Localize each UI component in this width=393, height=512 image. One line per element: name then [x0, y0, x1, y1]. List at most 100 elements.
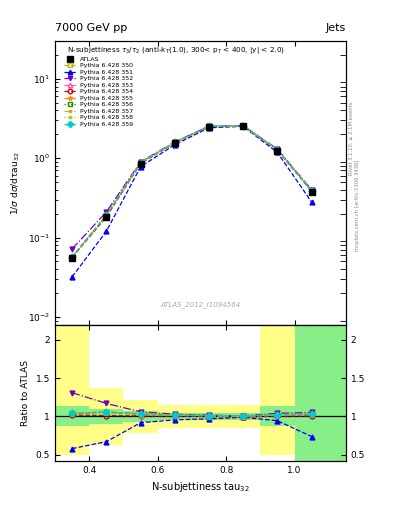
Pythia 6.428 358: [138, 160, 143, 166]
Pythia 6.428 353: [241, 123, 246, 129]
Pythia 6.428 352: [70, 246, 75, 252]
Line: Pythia 6.428 351: Pythia 6.428 351: [70, 124, 314, 279]
Pythia 6.428 351: [138, 164, 143, 170]
Pythia 6.428 354: [104, 214, 109, 220]
Pythia 6.428 350: [207, 123, 211, 130]
Pythia 6.428 357: [275, 146, 280, 153]
Pythia 6.428 354: [241, 123, 246, 129]
Pythia 6.428 352: [309, 187, 314, 193]
Pythia 6.428 359: [275, 146, 280, 153]
Pythia 6.428 359: [173, 139, 177, 145]
Pythia 6.428 351: [275, 150, 280, 156]
Text: Jets: Jets: [325, 23, 346, 33]
Pythia 6.428 353: [275, 147, 280, 153]
Pythia 6.428 351: [70, 274, 75, 280]
Pythia 6.428 357: [207, 123, 211, 130]
Pythia 6.428 355: [70, 254, 75, 260]
Pythia 6.428 358: [173, 139, 177, 145]
Pythia 6.428 350: [241, 123, 246, 129]
Pythia 6.428 356: [275, 146, 280, 153]
Y-axis label: Ratio to ATLAS: Ratio to ATLAS: [21, 360, 30, 425]
ATLAS: [241, 123, 246, 129]
Line: Pythia 6.428 356: Pythia 6.428 356: [70, 123, 314, 260]
Text: mcplots.cern.ch [arXiv:1306.3436]: mcplots.cern.ch [arXiv:1306.3436]: [355, 159, 360, 250]
X-axis label: N-subjettiness tau$_{32}$: N-subjettiness tau$_{32}$: [151, 480, 250, 494]
Pythia 6.428 355: [104, 212, 109, 219]
Pythia 6.428 356: [70, 254, 75, 260]
Pythia 6.428 355: [275, 147, 280, 153]
Pythia 6.428 354: [309, 188, 314, 195]
Line: Pythia 6.428 357: Pythia 6.428 357: [70, 123, 314, 260]
ATLAS: [138, 161, 143, 167]
Pythia 6.428 355: [309, 187, 314, 194]
Pythia 6.428 357: [309, 187, 314, 194]
Pythia 6.428 357: [241, 123, 246, 129]
Pythia 6.428 352: [104, 209, 109, 215]
Text: ATLAS_2012_I1094564: ATLAS_2012_I1094564: [160, 301, 241, 308]
Pythia 6.428 358: [207, 123, 211, 129]
Pythia 6.428 354: [70, 254, 75, 261]
Pythia 6.428 351: [309, 199, 314, 205]
Pythia 6.428 351: [241, 123, 246, 130]
Line: Pythia 6.428 354: Pythia 6.428 354: [70, 124, 314, 260]
Line: Pythia 6.428 352: Pythia 6.428 352: [70, 123, 314, 251]
Pythia 6.428 350: [275, 146, 280, 153]
Pythia 6.428 356: [207, 123, 211, 129]
ATLAS: [275, 147, 280, 154]
Pythia 6.428 359: [241, 123, 246, 129]
Line: Pythia 6.428 355: Pythia 6.428 355: [69, 122, 315, 261]
Pythia 6.428 353: [70, 254, 75, 260]
Pythia 6.428 353: [138, 160, 143, 166]
Pythia 6.428 354: [138, 161, 143, 167]
Pythia 6.428 352: [207, 123, 211, 129]
Y-axis label: 1/$\sigma$ d$\sigma$/d$\mathregular{\tau}$au$_{32}$: 1/$\sigma$ d$\sigma$/d$\mathregular{\tau…: [10, 151, 22, 215]
Pythia 6.428 351: [104, 228, 109, 234]
Pythia 6.428 356: [309, 187, 314, 194]
ATLAS: [70, 255, 75, 261]
Pythia 6.428 353: [309, 188, 314, 194]
ATLAS: [104, 214, 109, 220]
ATLAS: [207, 123, 211, 130]
Pythia 6.428 350: [104, 212, 109, 219]
Pythia 6.428 359: [207, 123, 211, 129]
Pythia 6.428 353: [104, 212, 109, 219]
Pythia 6.428 352: [241, 122, 246, 129]
Text: N-subjettiness $\tau_3/\tau_2$ (anti-k$_T$(1.0), 300< p$_T$ < 400, |y| < 2.0): N-subjettiness $\tau_3/\tau_2$ (anti-k$_…: [67, 45, 285, 56]
Line: Pythia 6.428 358: Pythia 6.428 358: [70, 123, 314, 260]
Pythia 6.428 357: [173, 139, 177, 145]
Pythia 6.428 355: [207, 123, 211, 130]
Pythia 6.428 357: [70, 254, 75, 260]
Pythia 6.428 359: [309, 187, 314, 194]
Pythia 6.428 353: [207, 123, 211, 130]
Pythia 6.428 358: [275, 146, 280, 153]
ATLAS: [309, 188, 314, 195]
Text: 7000 GeV pp: 7000 GeV pp: [55, 23, 127, 33]
Pythia 6.428 356: [241, 123, 246, 129]
Pythia 6.428 358: [70, 254, 75, 260]
Pythia 6.428 352: [138, 159, 143, 165]
Pythia 6.428 351: [173, 142, 177, 148]
Pythia 6.428 354: [173, 140, 177, 146]
Pythia 6.428 354: [275, 147, 280, 154]
Pythia 6.428 358: [241, 123, 246, 129]
Line: ATLAS: ATLAS: [69, 123, 315, 261]
Pythia 6.428 358: [309, 187, 314, 194]
Pythia 6.428 350: [138, 160, 143, 166]
Line: Pythia 6.428 353: Pythia 6.428 353: [70, 123, 314, 260]
Pythia 6.428 352: [275, 146, 280, 152]
Pythia 6.428 358: [104, 212, 109, 219]
Pythia 6.428 355: [241, 123, 246, 129]
Pythia 6.428 354: [207, 123, 211, 130]
Pythia 6.428 355: [173, 140, 177, 146]
ATLAS: [173, 140, 177, 146]
Pythia 6.428 351: [207, 124, 211, 131]
Pythia 6.428 357: [138, 160, 143, 166]
Pythia 6.428 352: [173, 139, 177, 145]
Line: Pythia 6.428 359: Pythia 6.428 359: [70, 123, 314, 260]
Pythia 6.428 359: [104, 212, 109, 219]
Pythia 6.428 355: [138, 160, 143, 166]
Pythia 6.428 359: [70, 254, 75, 260]
Legend: ATLAS, Pythia 6.428 350, Pythia 6.428 351, Pythia 6.428 352, Pythia 6.428 353, P: ATLAS, Pythia 6.428 350, Pythia 6.428 35…: [61, 54, 136, 130]
Pythia 6.428 359: [138, 160, 143, 166]
Pythia 6.428 356: [173, 139, 177, 145]
